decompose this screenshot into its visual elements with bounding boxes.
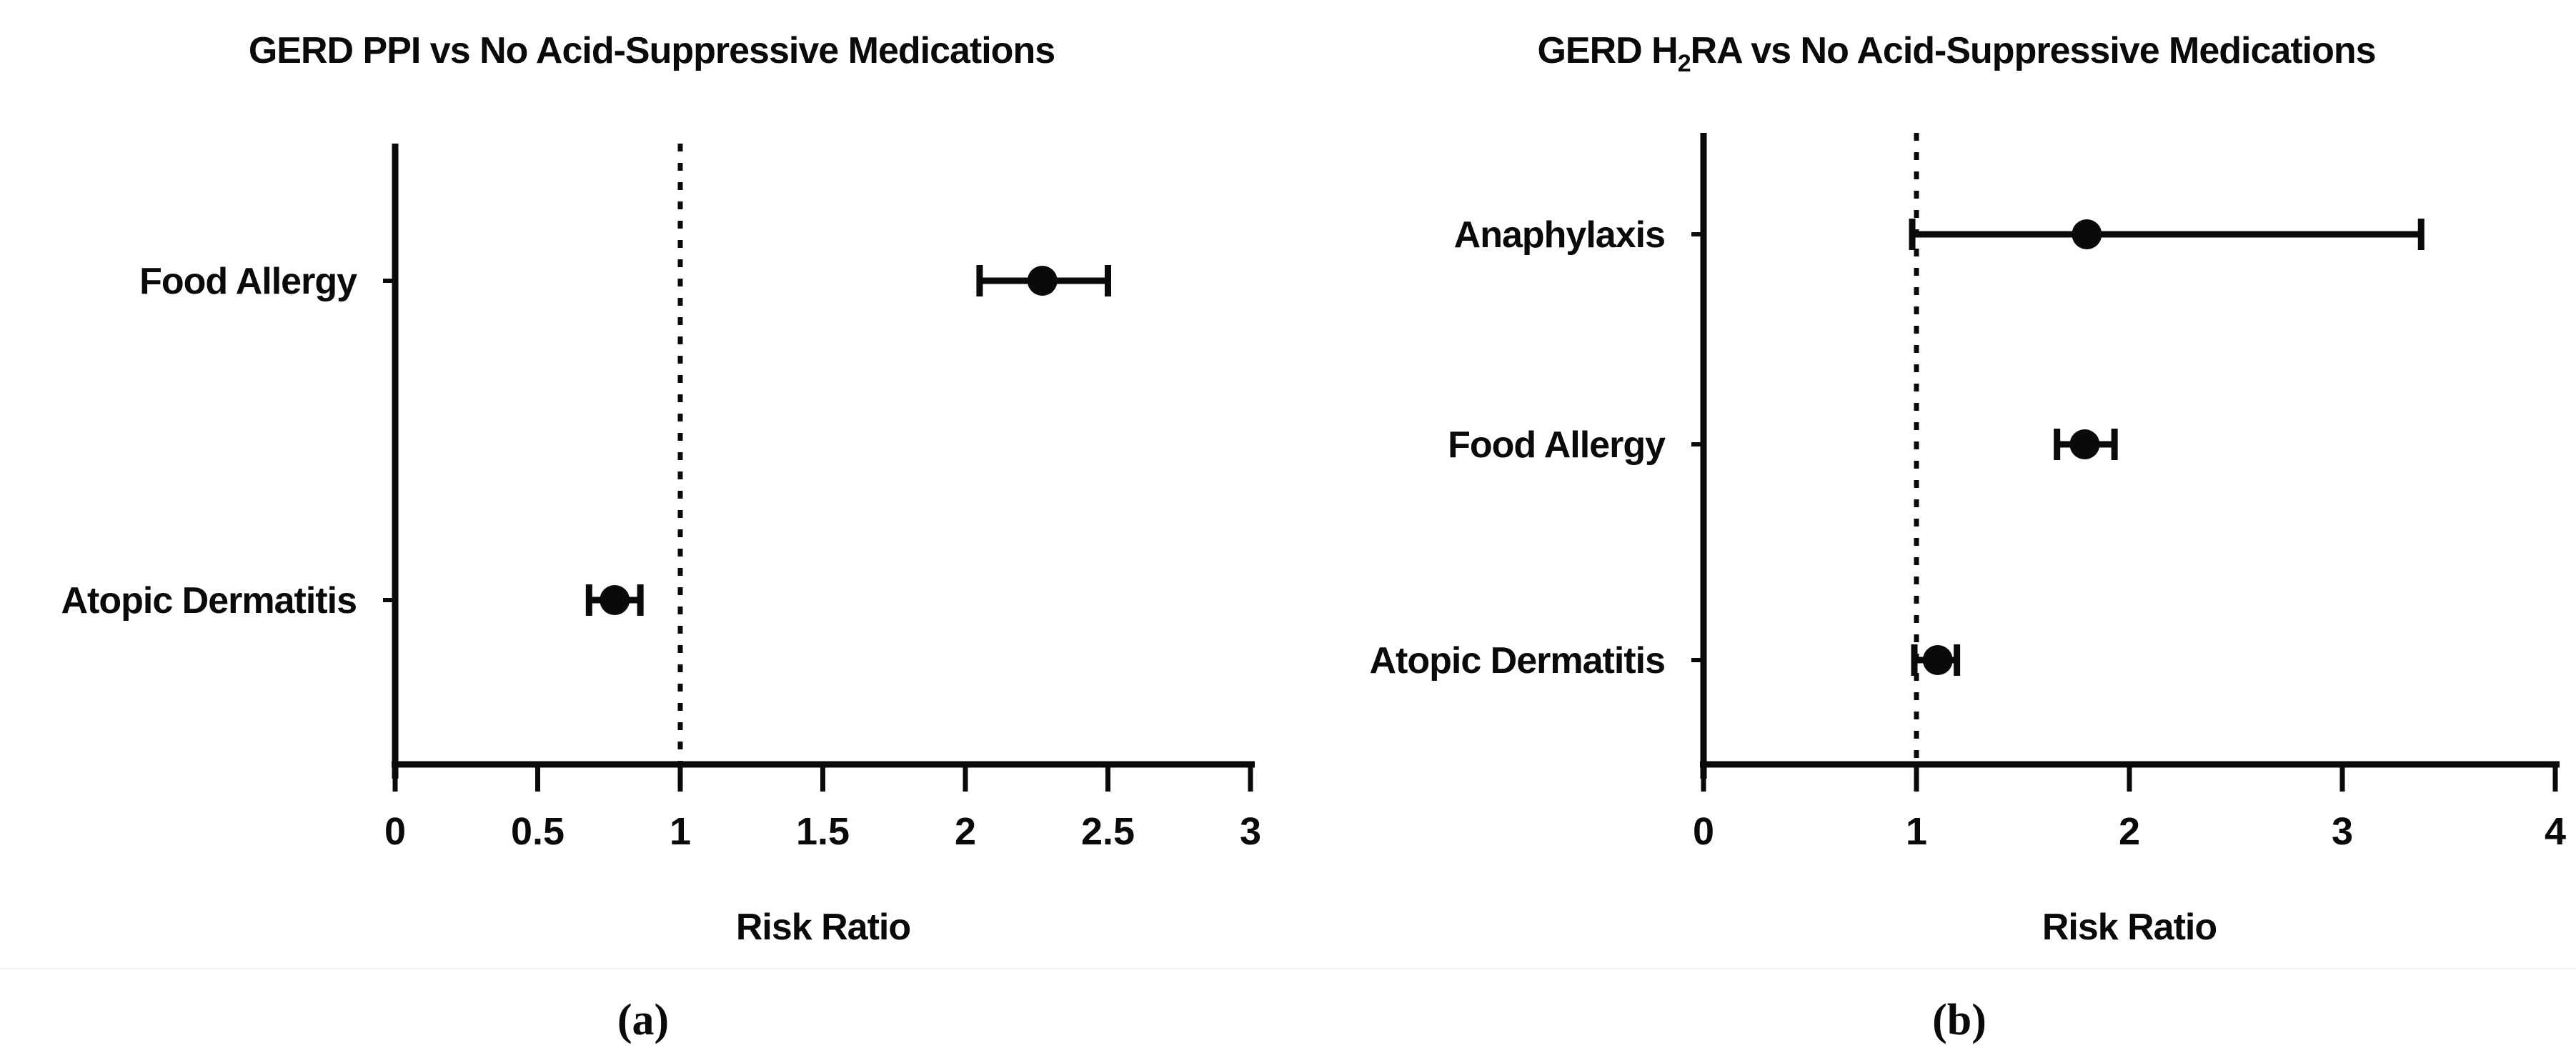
x-tick-label: 3 — [2332, 810, 2353, 853]
x-tick-label: 3 — [1240, 810, 1261, 853]
category-label: Atopic Dermatitis — [1369, 640, 1665, 682]
x-tick-label: 4 — [2545, 810, 2566, 853]
panel-caption: (a) — [617, 996, 669, 1044]
x-tick-label: 2 — [2119, 810, 2140, 853]
chart-title: GERD H2RA vs No Acid-Suppressive Medicat… — [1537, 30, 2375, 77]
category-label: Food Allergy — [1448, 424, 1666, 466]
x-tick-label: 2 — [955, 810, 976, 853]
point-estimate-dot — [2069, 429, 2100, 459]
chart-title: GERD PPI vs No Acid-Suppressive Medicati… — [249, 30, 1055, 71]
x-tick-label: 0 — [384, 810, 406, 853]
point-estimate-dot — [1027, 266, 1058, 296]
x-tick-label: 0 — [1693, 810, 1714, 853]
x-tick-label: 2.5 — [1081, 810, 1135, 853]
x-tick-label: 1.5 — [796, 810, 850, 853]
title-text: GERD H — [1537, 30, 1677, 71]
category-label: Anaphylaxis — [1454, 214, 1665, 256]
chart-panel-a: GERD PPI vs No Acid-Suppressive Medicati… — [61, 30, 1261, 1044]
panel-caption: (b) — [1932, 996, 1986, 1044]
point-estimate-dot — [600, 585, 630, 615]
category-label: Atopic Dermatitis — [61, 580, 357, 622]
point-estimate-dot — [1922, 645, 1953, 675]
x-tick-label: 0.5 — [511, 810, 565, 853]
x-tick-label: 1 — [670, 810, 691, 853]
point-estimate-dot — [2072, 219, 2102, 249]
title-text: RA vs No Acid-Suppressive Medications — [1691, 30, 2376, 71]
chart-panel-b: GERD H2RA vs No Acid-Suppressive Medicat… — [1369, 30, 2566, 1044]
title-text: GERD PPI vs No Acid-Suppressive Medicati… — [249, 30, 1055, 71]
x-tick-label: 1 — [1906, 810, 1927, 853]
x-axis-label: Risk Ratio — [2042, 907, 2217, 948]
title-subscript: 2 — [1678, 50, 1691, 77]
category-label: Food Allergy — [139, 261, 357, 302]
x-axis-label: Risk Ratio — [736, 907, 910, 948]
